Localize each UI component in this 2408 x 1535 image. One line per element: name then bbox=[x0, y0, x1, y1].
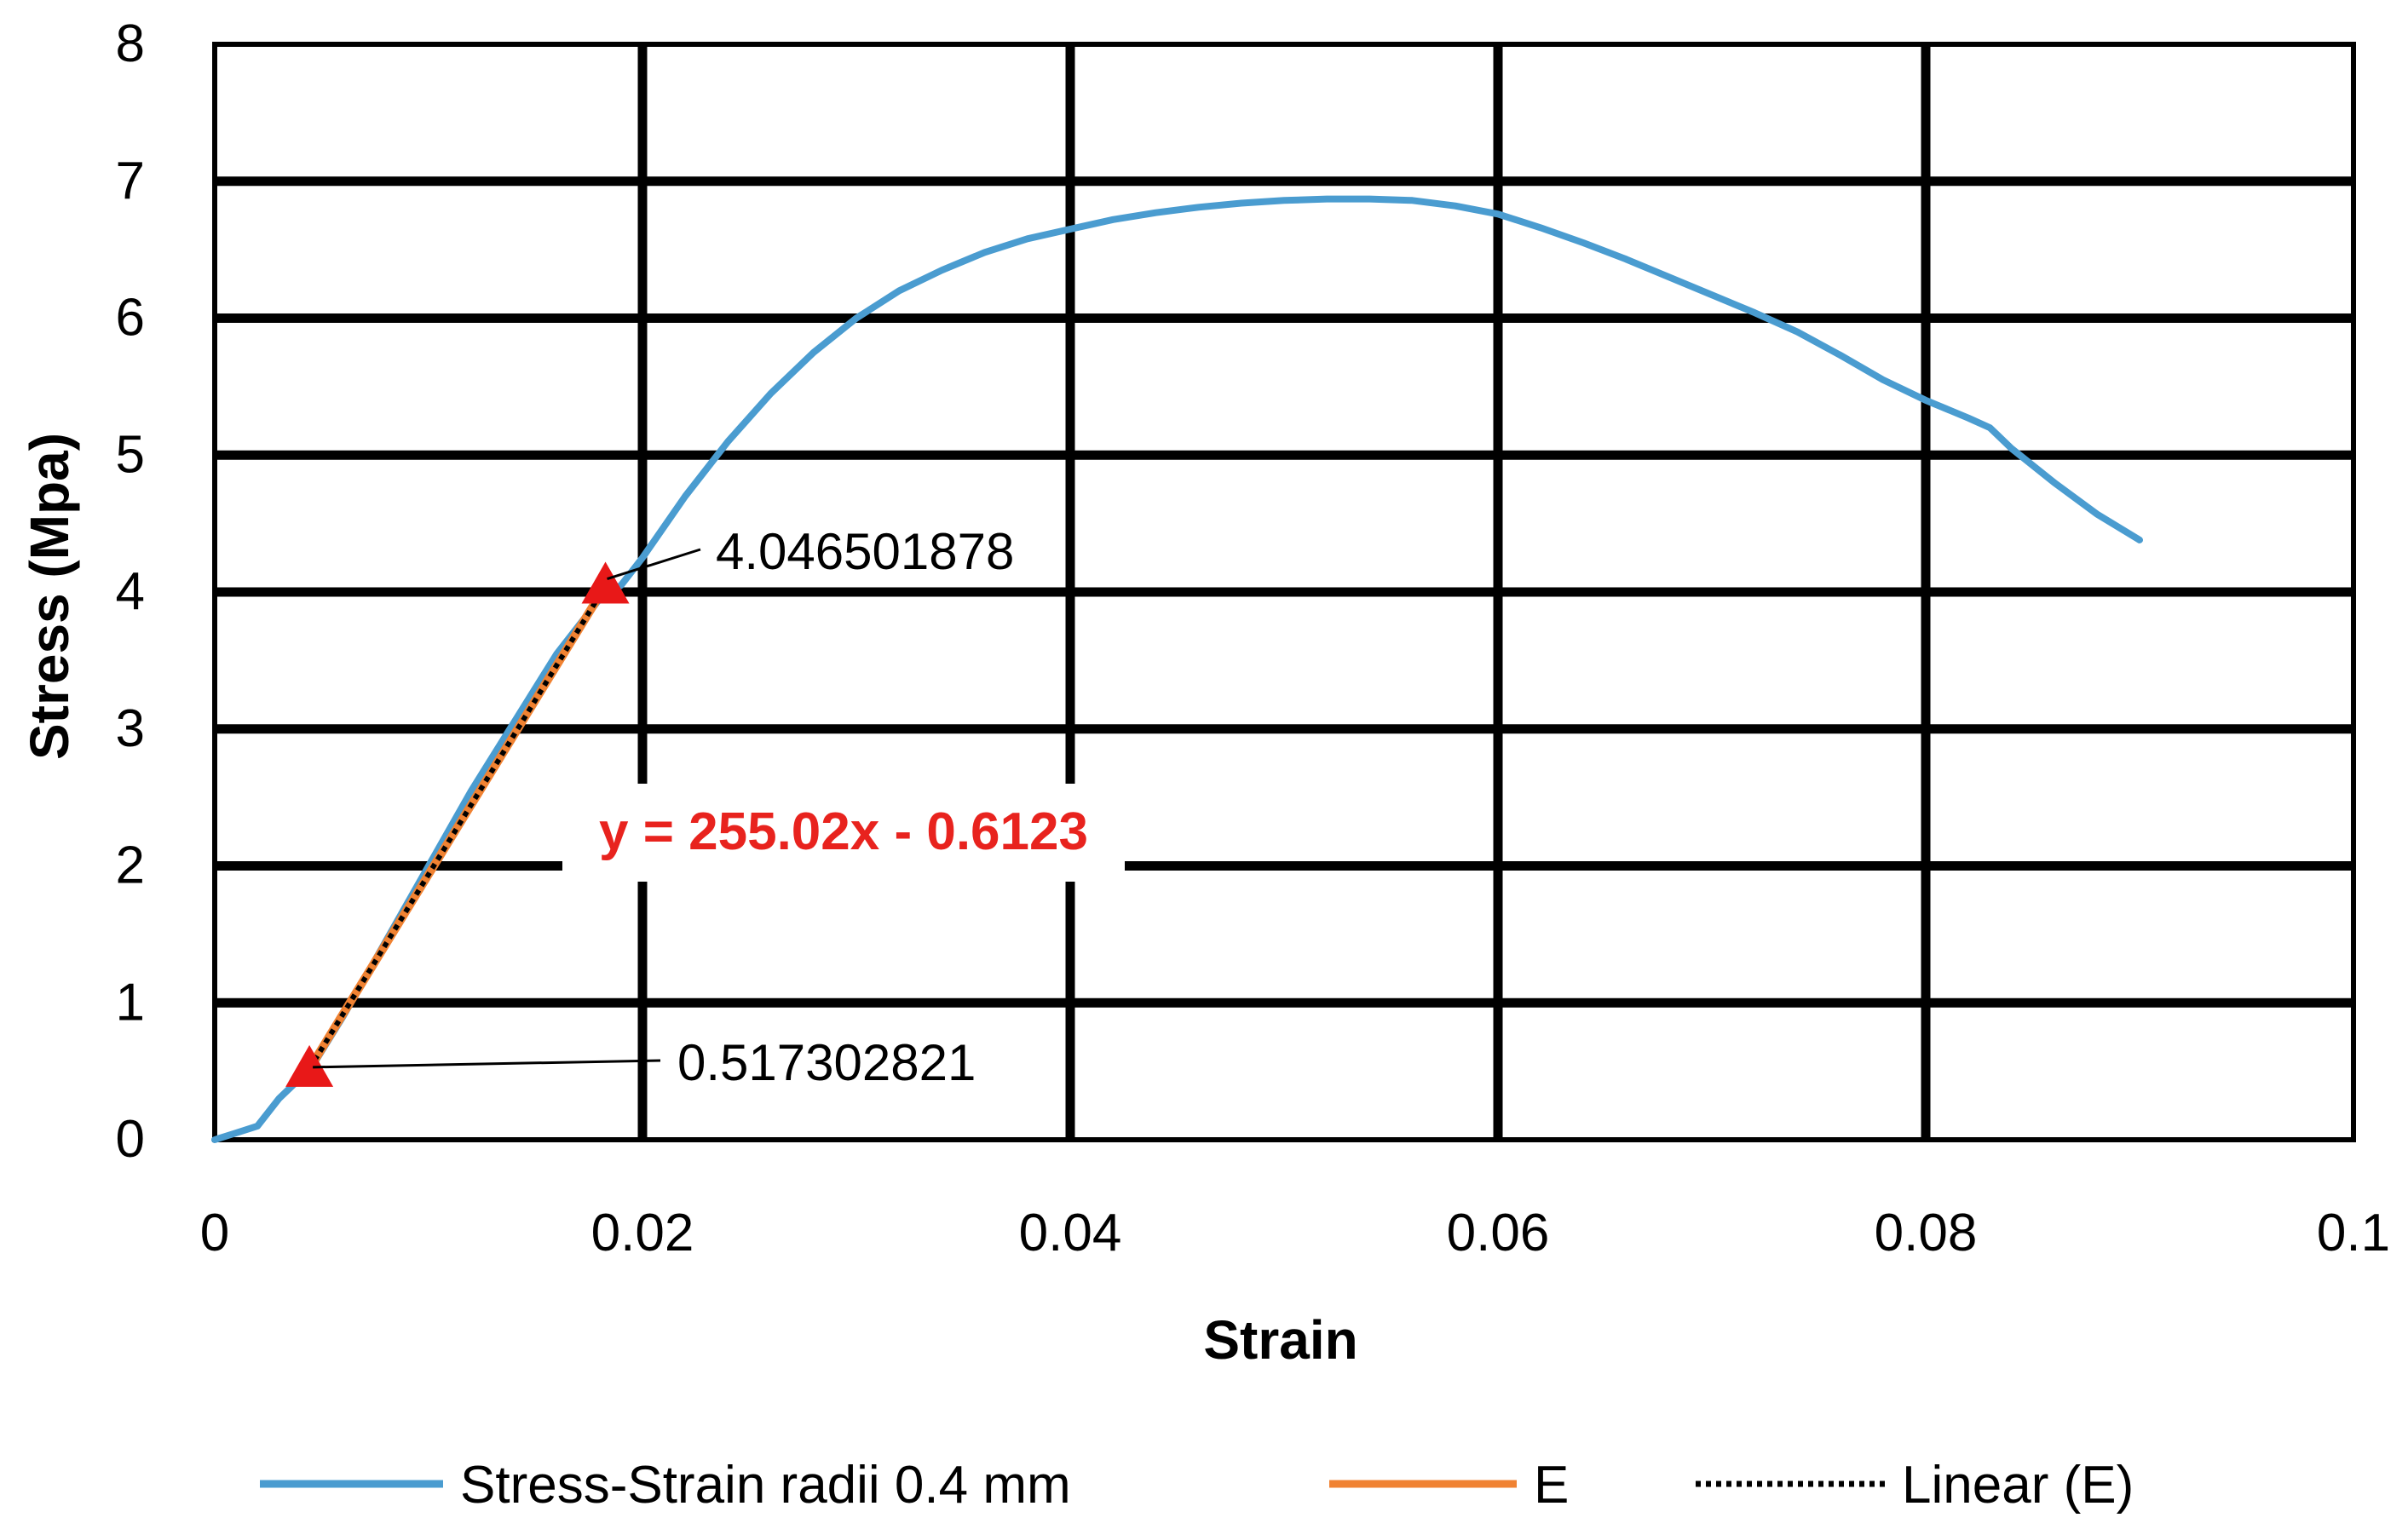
e-point-marker bbox=[581, 561, 630, 604]
y-tick-label: 2 bbox=[116, 836, 145, 895]
callout-leader-line bbox=[607, 548, 701, 580]
x-axis-ticks: 0 0.02 0.04 0.06 0.08 0.1 bbox=[200, 1204, 2390, 1262]
x-tick-label: 0.04 bbox=[1019, 1204, 1122, 1262]
equation-label-background bbox=[562, 784, 1125, 882]
data-label: 0.517302821 bbox=[677, 1034, 976, 1091]
y-tick-label: 0 bbox=[116, 1110, 145, 1169]
y-axis-ticks: 0 1 2 3 4 5 6 7 8 bbox=[116, 14, 145, 1169]
annotation-layer: 4.046501878 0.517302821 y = 255.02x - 0.61… bbox=[313, 523, 1088, 1091]
x-axis-title: Strain bbox=[1203, 1309, 1357, 1371]
trendline-equation: y = 255.02x - 0.6123 bbox=[599, 802, 1088, 861]
plot-area-border bbox=[212, 42, 2356, 1142]
e-point-marker bbox=[285, 1044, 334, 1087]
vertical-gridlines bbox=[637, 44, 1931, 1140]
x-tick-label: 0.1 bbox=[2317, 1204, 2390, 1262]
series-layer bbox=[211, 195, 2143, 1143]
linear-e-trendline bbox=[307, 584, 608, 1071]
legend-label: Stress-Strain radii 0.4 mm bbox=[460, 1456, 1071, 1515]
x-tick-label: 0.06 bbox=[1447, 1204, 1550, 1262]
y-tick-label: 3 bbox=[116, 699, 145, 758]
y-tick-label: 5 bbox=[116, 425, 145, 484]
data-label: 4.046501878 bbox=[716, 523, 1014, 580]
callout-leader-line bbox=[313, 1059, 661, 1069]
legend-label: Linear (E) bbox=[1902, 1456, 2134, 1515]
legend: Stress-Strain radii 0.4 mm E Linear (E) bbox=[260, 1456, 2134, 1515]
x-tick-label: 0.08 bbox=[1875, 1204, 1978, 1262]
y-tick-label: 8 bbox=[116, 14, 145, 73]
x-tick-label: 0.02 bbox=[591, 1204, 694, 1262]
y-axis-title: Stress (Mpa) bbox=[19, 433, 80, 760]
y-tick-label: 4 bbox=[116, 562, 145, 621]
y-tick-label: 1 bbox=[116, 973, 145, 1032]
y-tick-label: 6 bbox=[116, 289, 145, 348]
legend-label: E bbox=[1534, 1456, 1569, 1515]
y-tick-label: 7 bbox=[116, 152, 145, 210]
stress-strain-curve bbox=[211, 195, 2143, 1143]
x-tick-label: 0 bbox=[200, 1204, 229, 1262]
